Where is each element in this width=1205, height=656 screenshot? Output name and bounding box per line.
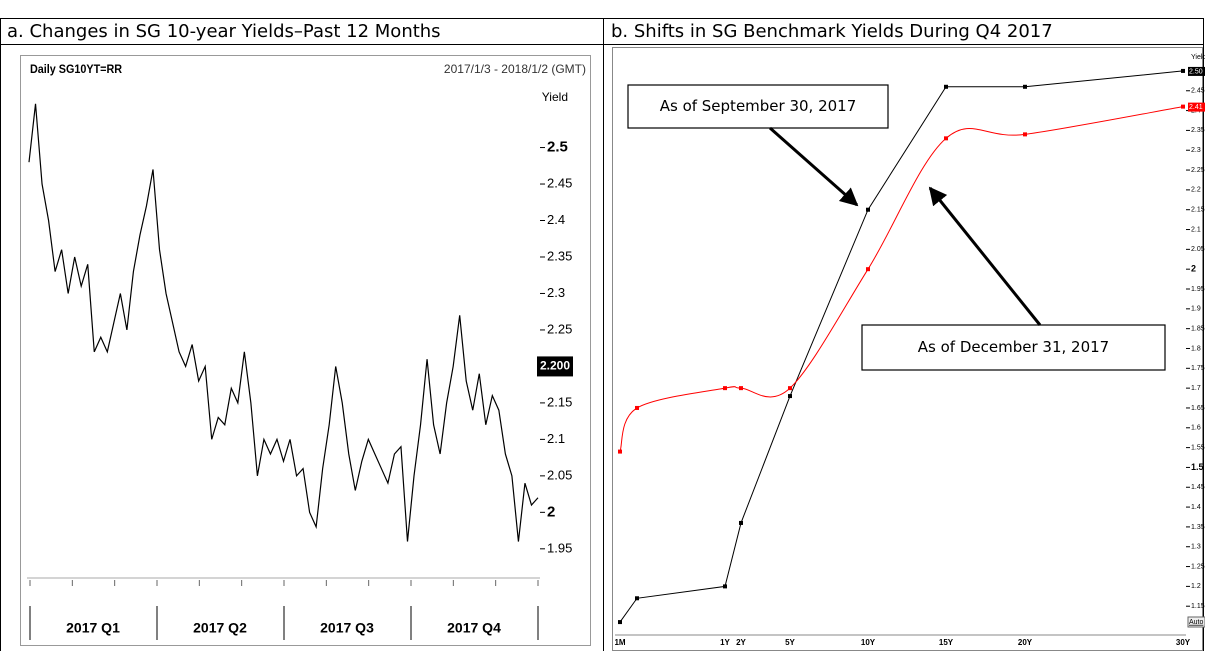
- x-tick-label: 5Y: [785, 638, 795, 647]
- chart-subtitle: 2017/1/3 - 2018/1/2 (GMT): [444, 62, 586, 76]
- point: [1181, 104, 1185, 109]
- auto-button[interactable]: [1187, 616, 1205, 628]
- y-tick-label: 1.55: [1191, 444, 1205, 451]
- end-label: 2.41: [1189, 104, 1203, 111]
- y-tick-label: 2.1: [547, 431, 565, 446]
- point: [1181, 68, 1185, 73]
- panel-heading: b. Shifts in SG Benchmark Yields During …: [611, 21, 1053, 42]
- end-label-box: [1188, 102, 1205, 112]
- y-tick-label: 1.95: [1191, 286, 1205, 293]
- point: [866, 207, 870, 212]
- y-tick-label: 2.25: [1191, 167, 1205, 174]
- point: [618, 449, 622, 454]
- y-tick-label: 2.15: [1191, 207, 1205, 214]
- y-tick-label: 1.25: [1191, 563, 1205, 570]
- y-tick-label: 1.65: [1191, 405, 1205, 412]
- point: [1023, 132, 1027, 137]
- y-tick-label: 1.3: [1191, 544, 1201, 551]
- y-tick-label: 2.45: [547, 175, 572, 190]
- point: [635, 405, 639, 410]
- y-tick-label: 2.35: [1191, 127, 1205, 134]
- callout-box: [627, 84, 889, 129]
- x-tick-label: 1Y: [720, 638, 730, 647]
- y-tick-label: 2.35: [547, 248, 572, 263]
- y-tick-label: 2.5: [547, 139, 568, 156]
- y-tick-label: 2.2: [1191, 187, 1201, 194]
- x-tick-label: 30Y: [1176, 638, 1191, 647]
- callout-text: As of September 30, 2017: [660, 97, 857, 115]
- y-tick-label: 2.15: [547, 394, 572, 409]
- x-tick-label: 20Y: [1018, 638, 1033, 647]
- point: [866, 267, 870, 272]
- point: [788, 394, 792, 399]
- callout-arrow: [769, 126, 859, 207]
- y-tick-label: 2.25: [547, 321, 572, 336]
- point: [723, 386, 727, 391]
- x-tick-label: 2017 Q2: [193, 620, 247, 636]
- y-tick-label: 2.3: [547, 285, 565, 300]
- y-tick-label: 2.4: [547, 212, 565, 227]
- x-tick-label: 15Y: [939, 638, 954, 647]
- value-marker: [537, 356, 573, 377]
- x-tick-label: 2017 Q1: [66, 620, 120, 636]
- callout-text: As of December 31, 2017: [918, 338, 1109, 356]
- y-tick-label: 2.3: [1191, 147, 1201, 154]
- point: [944, 84, 948, 89]
- y-tick-label: 1.4: [1191, 504, 1201, 511]
- y-tick-label: 1.75: [1191, 365, 1205, 372]
- value-marker-label: 2.200: [540, 359, 570, 373]
- y-tick-label: 2.05: [1191, 246, 1205, 253]
- y-tick-label: 2.05: [547, 467, 572, 482]
- point: [788, 386, 792, 391]
- point: [739, 520, 743, 525]
- auto-button-label[interactable]: Auto: [1189, 619, 1204, 626]
- y-tick-label: 1.7: [1191, 385, 1201, 392]
- point: [739, 386, 743, 391]
- table-border: [0, 18, 1204, 656]
- y-axis-label: Yield: [1191, 54, 1205, 61]
- point: [635, 596, 639, 601]
- y-tick-label: 2: [547, 503, 555, 520]
- y-tick-label: 1.95: [547, 540, 572, 555]
- point: [618, 620, 622, 625]
- y-tick-label: 1.45: [1191, 484, 1205, 491]
- y-tick-label: 1.9: [1191, 306, 1201, 313]
- y-tick-label: 1.8: [1191, 345, 1201, 352]
- x-tick-label: 2017 Q3: [320, 620, 374, 636]
- point: [944, 136, 948, 141]
- panel-heading: a. Changes in SG 10-year Yields–Past 12 …: [7, 21, 441, 42]
- callout-arrow: [928, 186, 1042, 326]
- x-tick-label: 10Y: [861, 638, 876, 647]
- callout-box: [861, 324, 1166, 371]
- y-tick-label: 1.85: [1191, 326, 1205, 333]
- end-label-box: [1188, 66, 1205, 76]
- y-tick-label: 1.2: [1191, 583, 1201, 590]
- y-tick-label: 1.35: [1191, 524, 1205, 531]
- chart-frame: [20, 55, 591, 646]
- chart-title: Daily SG10YT=RR: [30, 64, 122, 77]
- end-label: 2.50: [1189, 68, 1203, 75]
- point: [1023, 84, 1027, 89]
- y-axis-label: Yield: [542, 90, 568, 104]
- y-tick-label: 2: [1191, 264, 1196, 274]
- point: [723, 584, 727, 589]
- curve-line: [619, 106, 1184, 452]
- x-tick-label: 1M: [614, 638, 625, 647]
- x-tick-label: 2017 Q4: [447, 620, 501, 636]
- line: [28, 103, 539, 542]
- y-tick-label: 2.1: [1191, 226, 1201, 233]
- y-tick-label: 1.6: [1191, 425, 1201, 432]
- y-tick-label: 1.15: [1191, 603, 1205, 610]
- y-tick-label: 1.5: [1191, 462, 1204, 472]
- x-tick-label: 2Y: [736, 638, 746, 647]
- y-tick-label: 2.45: [1191, 88, 1205, 95]
